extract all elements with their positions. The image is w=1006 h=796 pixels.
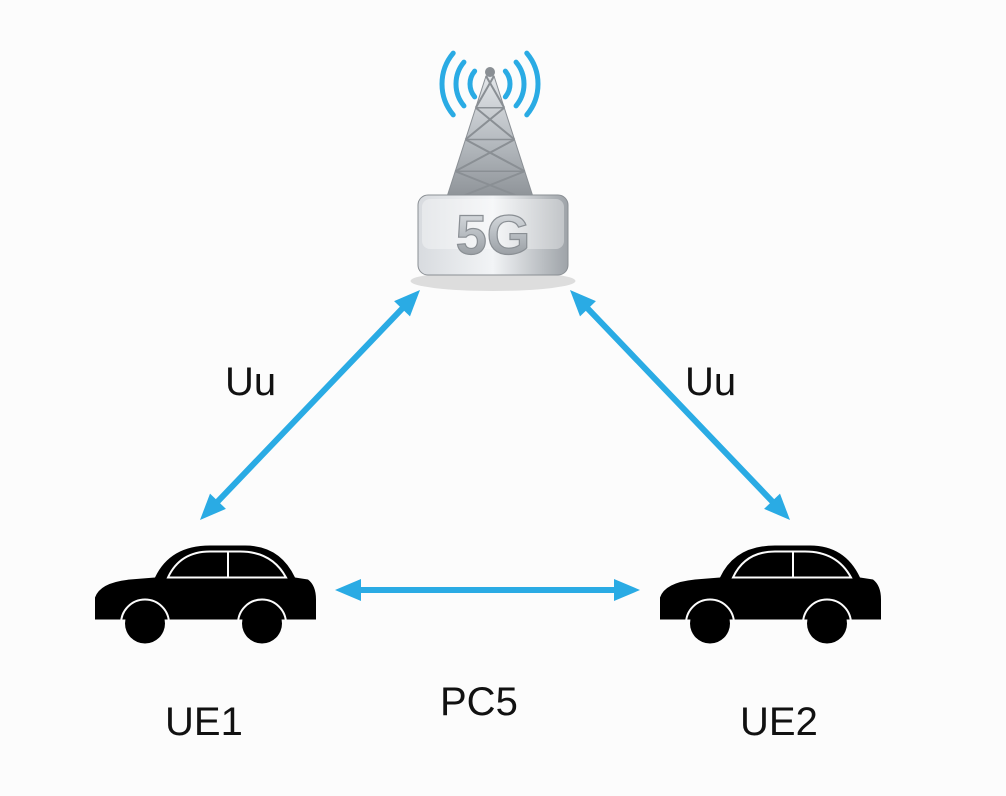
edge-label-uu-right: Uu [685,360,736,405]
edge-label-pc5: PC5 [440,680,518,725]
node-label-ue2: UE2 [740,700,818,745]
diagram-stage: 5G Uu Uu PC5 UE1 UE2 [0,0,1006,796]
edge-pc5 [335,579,640,601]
edge-uu-left [200,290,420,520]
tower-badge-text: 5G [456,203,531,266]
car-ue1-icon [95,546,316,648]
edge-uu-right [570,290,790,520]
car-ue2-icon [660,546,881,648]
tower-5g-icon: 5G [411,53,576,291]
node-label-ue1: UE1 [165,700,243,745]
edge-label-uu-left: Uu [225,360,276,405]
edges-group [200,290,790,601]
diagram-svg: 5G [0,0,1006,796]
